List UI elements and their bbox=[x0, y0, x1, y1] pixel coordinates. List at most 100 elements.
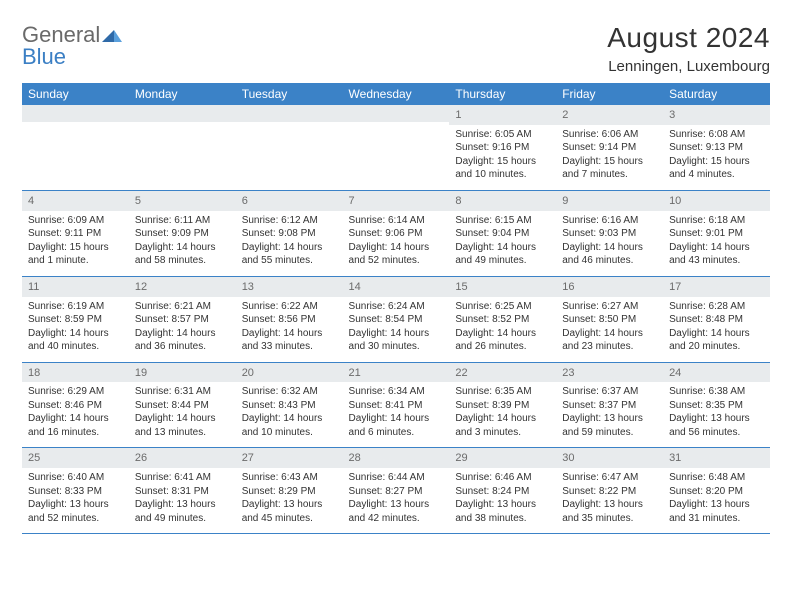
day-number: 7 bbox=[343, 191, 450, 211]
calendar-cell: 23Sunrise: 6:37 AMSunset: 8:37 PMDayligh… bbox=[556, 362, 663, 448]
dow-thu: Thursday bbox=[449, 83, 556, 105]
logo-text-2: Blue bbox=[22, 44, 66, 69]
day-text bbox=[22, 122, 129, 178]
day-line: Daylight: 14 hours bbox=[242, 241, 337, 255]
day-number: 9 bbox=[556, 191, 663, 211]
day-line: Sunset: 8:41 PM bbox=[349, 399, 444, 413]
calendar-cell: 9Sunrise: 6:16 AMSunset: 9:03 PMDaylight… bbox=[556, 190, 663, 276]
day-number: 28 bbox=[343, 448, 450, 468]
day-text: Sunrise: 6:48 AMSunset: 8:20 PMDaylight:… bbox=[663, 468, 770, 533]
calendar-cell: 1Sunrise: 6:05 AMSunset: 9:16 PMDaylight… bbox=[449, 105, 556, 190]
day-line: Daylight: 14 hours bbox=[349, 241, 444, 255]
day-line: Sunset: 8:59 PM bbox=[28, 313, 123, 327]
day-line: Sunrise: 6:43 AM bbox=[242, 471, 337, 485]
day-line: Sunset: 8:46 PM bbox=[28, 399, 123, 413]
day-line: Daylight: 14 hours bbox=[349, 412, 444, 426]
day-line: Daylight: 14 hours bbox=[455, 241, 550, 255]
day-line: Daylight: 15 hours bbox=[669, 155, 764, 169]
day-number: 26 bbox=[129, 448, 236, 468]
calendar-cell: 21Sunrise: 6:34 AMSunset: 8:41 PMDayligh… bbox=[343, 362, 450, 448]
day-line: and 35 minutes. bbox=[562, 512, 657, 526]
day-line: and 10 minutes. bbox=[455, 168, 550, 182]
day-line: and 26 minutes. bbox=[455, 340, 550, 354]
day-line: Sunrise: 6:19 AM bbox=[28, 300, 123, 314]
day-number: 22 bbox=[449, 363, 556, 383]
day-text: Sunrise: 6:41 AMSunset: 8:31 PMDaylight:… bbox=[129, 468, 236, 533]
day-line: Sunset: 8:20 PM bbox=[669, 485, 764, 499]
day-text bbox=[343, 122, 450, 178]
page-title: August 2024 bbox=[607, 22, 770, 54]
day-text: Sunrise: 6:18 AMSunset: 9:01 PMDaylight:… bbox=[663, 211, 770, 276]
calendar-cell: 30Sunrise: 6:47 AMSunset: 8:22 PMDayligh… bbox=[556, 448, 663, 534]
day-line: and 49 minutes. bbox=[135, 512, 230, 526]
day-line: Sunset: 9:01 PM bbox=[669, 227, 764, 241]
day-line: and 42 minutes. bbox=[349, 512, 444, 526]
calendar-cell: 22Sunrise: 6:35 AMSunset: 8:39 PMDayligh… bbox=[449, 362, 556, 448]
day-line: Sunrise: 6:37 AM bbox=[562, 385, 657, 399]
day-text: Sunrise: 6:14 AMSunset: 9:06 PMDaylight:… bbox=[343, 211, 450, 276]
day-line: Sunset: 9:06 PM bbox=[349, 227, 444, 241]
day-line: and 52 minutes. bbox=[28, 512, 123, 526]
day-line: Daylight: 14 hours bbox=[135, 241, 230, 255]
day-line: Sunset: 9:14 PM bbox=[562, 141, 657, 155]
day-line: and 36 minutes. bbox=[135, 340, 230, 354]
day-line: and 49 minutes. bbox=[455, 254, 550, 268]
day-line: Daylight: 14 hours bbox=[669, 327, 764, 341]
day-line: Sunset: 8:43 PM bbox=[242, 399, 337, 413]
day-number: 20 bbox=[236, 363, 343, 383]
day-text: Sunrise: 6:43 AMSunset: 8:29 PMDaylight:… bbox=[236, 468, 343, 533]
day-text bbox=[129, 122, 236, 178]
day-text: Sunrise: 6:47 AMSunset: 8:22 PMDaylight:… bbox=[556, 468, 663, 533]
day-line: Sunrise: 6:41 AM bbox=[135, 471, 230, 485]
day-line: Sunset: 8:39 PM bbox=[455, 399, 550, 413]
day-line: Sunset: 9:11 PM bbox=[28, 227, 123, 241]
day-line: Sunset: 9:08 PM bbox=[242, 227, 337, 241]
dow-sun: Sunday bbox=[22, 83, 129, 105]
day-number: 27 bbox=[236, 448, 343, 468]
calendar-cell bbox=[343, 105, 450, 190]
day-line: Sunset: 8:33 PM bbox=[28, 485, 123, 499]
day-number: 12 bbox=[129, 277, 236, 297]
day-line: and 10 minutes. bbox=[242, 426, 337, 440]
day-line: Sunrise: 6:09 AM bbox=[28, 214, 123, 228]
day-number: 10 bbox=[663, 191, 770, 211]
dow-wed: Wednesday bbox=[343, 83, 450, 105]
day-line: Daylight: 13 hours bbox=[242, 498, 337, 512]
day-line: Sunrise: 6:14 AM bbox=[349, 214, 444, 228]
day-number: 2 bbox=[556, 105, 663, 125]
day-line: Sunrise: 6:25 AM bbox=[455, 300, 550, 314]
calendar-cell: 12Sunrise: 6:21 AMSunset: 8:57 PMDayligh… bbox=[129, 276, 236, 362]
day-line: Sunrise: 6:27 AM bbox=[562, 300, 657, 314]
calendar-cell: 10Sunrise: 6:18 AMSunset: 9:01 PMDayligh… bbox=[663, 190, 770, 276]
day-number: 5 bbox=[129, 191, 236, 211]
day-text bbox=[236, 122, 343, 178]
day-text: Sunrise: 6:29 AMSunset: 8:46 PMDaylight:… bbox=[22, 382, 129, 447]
calendar-cell: 31Sunrise: 6:48 AMSunset: 8:20 PMDayligh… bbox=[663, 448, 770, 534]
day-line: and 30 minutes. bbox=[349, 340, 444, 354]
day-line: Daylight: 14 hours bbox=[349, 327, 444, 341]
calendar-cell: 3Sunrise: 6:08 AMSunset: 9:13 PMDaylight… bbox=[663, 105, 770, 190]
logo: GeneralBlue bbox=[22, 22, 122, 68]
day-line: and 33 minutes. bbox=[242, 340, 337, 354]
day-line: and 23 minutes. bbox=[562, 340, 657, 354]
calendar-cell: 14Sunrise: 6:24 AMSunset: 8:54 PMDayligh… bbox=[343, 276, 450, 362]
day-number bbox=[22, 105, 129, 122]
calendar-cell: 7Sunrise: 6:14 AMSunset: 9:06 PMDaylight… bbox=[343, 190, 450, 276]
calendar-week: 4Sunrise: 6:09 AMSunset: 9:11 PMDaylight… bbox=[22, 190, 770, 276]
dow-fri: Friday bbox=[556, 83, 663, 105]
calendar-cell: 19Sunrise: 6:31 AMSunset: 8:44 PMDayligh… bbox=[129, 362, 236, 448]
day-text: Sunrise: 6:38 AMSunset: 8:35 PMDaylight:… bbox=[663, 382, 770, 447]
calendar-cell: 28Sunrise: 6:44 AMSunset: 8:27 PMDayligh… bbox=[343, 448, 450, 534]
day-number bbox=[236, 105, 343, 122]
day-line: Daylight: 13 hours bbox=[28, 498, 123, 512]
day-text: Sunrise: 6:44 AMSunset: 8:27 PMDaylight:… bbox=[343, 468, 450, 533]
day-line: Sunset: 8:37 PM bbox=[562, 399, 657, 413]
day-line: Sunrise: 6:29 AM bbox=[28, 385, 123, 399]
title-block: August 2024 Lenningen, Luxembourg bbox=[607, 22, 770, 75]
day-number: 1 bbox=[449, 105, 556, 125]
day-number: 30 bbox=[556, 448, 663, 468]
calendar-cell: 2Sunrise: 6:06 AMSunset: 9:14 PMDaylight… bbox=[556, 105, 663, 190]
day-number bbox=[343, 105, 450, 122]
day-line: Daylight: 14 hours bbox=[455, 412, 550, 426]
day-line: Sunrise: 6:11 AM bbox=[135, 214, 230, 228]
